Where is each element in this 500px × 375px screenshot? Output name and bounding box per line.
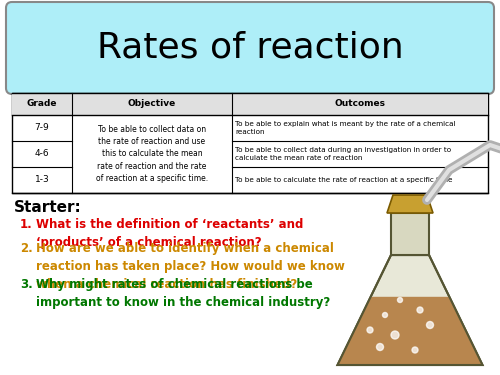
Circle shape [426, 321, 434, 328]
Polygon shape [338, 297, 482, 365]
Circle shape [398, 297, 402, 303]
Text: Rates of reaction: Rates of reaction [96, 31, 404, 65]
Text: 1.: 1. [20, 218, 33, 231]
Polygon shape [338, 255, 482, 365]
Text: 3.: 3. [20, 278, 33, 291]
Circle shape [391, 331, 399, 339]
Circle shape [417, 307, 423, 313]
Text: To be able to explain what is meant by the rate of a chemical
reaction: To be able to explain what is meant by t… [235, 121, 456, 135]
Text: To be able to collect data on
the rate of reaction and use
this to calculate the: To be able to collect data on the rate o… [96, 125, 208, 183]
Text: How are we able to identify when a chemical
reaction has taken place? How would : How are we able to identify when a chemi… [36, 242, 345, 291]
Text: Objective: Objective [128, 99, 176, 108]
Text: 1-3: 1-3 [34, 176, 50, 184]
Circle shape [382, 312, 388, 318]
Circle shape [412, 347, 418, 353]
Bar [12, 93, 488, 115]
Text: To be able to calculate the rate of reaction at a specific time: To be able to calculate the rate of reac… [235, 177, 452, 183]
FancyBboxPatch shape [6, 2, 494, 94]
Text: Grade: Grade [27, 99, 57, 108]
Text: Outcomes: Outcomes [334, 99, 386, 108]
Polygon shape [387, 195, 433, 213]
Text: 2.: 2. [20, 242, 33, 255]
Text: To be able to collect data during an investigation in order to
calculate the mea: To be able to collect data during an inv… [235, 147, 451, 161]
Bar [391, 213, 429, 255]
Text: Starter:: Starter: [14, 200, 82, 215]
Text: Why might rates of chemical reactions be
important to know in the chemical indus: Why might rates of chemical reactions be… [36, 278, 330, 309]
Text: 4-6: 4-6 [34, 150, 50, 159]
Text: 7-9: 7-9 [34, 123, 50, 132]
Bar [12, 93, 488, 193]
Text: What is the definition of ‘reactants’ and
‘products’ of a chemical reaction?: What is the definition of ‘reactants’ an… [36, 218, 304, 249]
Circle shape [376, 344, 384, 351]
Circle shape [367, 327, 373, 333]
